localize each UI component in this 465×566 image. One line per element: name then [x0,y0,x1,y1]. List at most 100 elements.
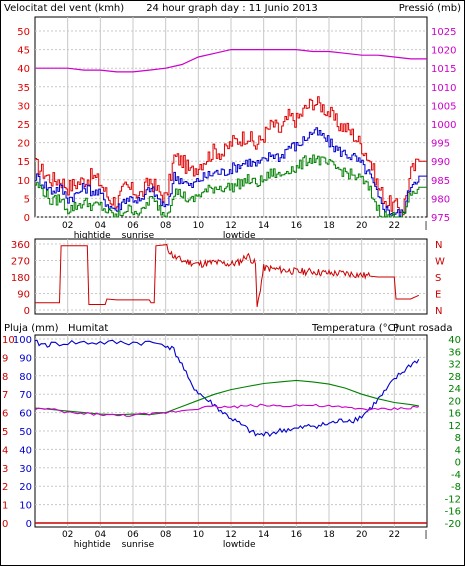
rain-tick-label: 10 [2,335,15,346]
compass-label: S [435,273,441,284]
y-tick-label: 20 [17,139,30,150]
x-end-mark: | [424,530,427,540]
x-tick-label: 16 [291,221,303,231]
humidity-tick-label: 50 [19,427,32,438]
humidity-tick-label: 30 [19,464,32,475]
y-tick-label: 50 [17,27,30,38]
y-tick-label: 25 [17,120,30,131]
rain-axis-title: Pluja (mm) [4,323,59,334]
wind_min-line [35,154,427,218]
temperature-tick-label: 36 [448,347,461,358]
humidity-line [34,339,420,438]
y-right-tick-label: 1015 [431,64,456,75]
wind_avg-line [35,127,427,217]
y-tick-label: 35 [17,83,30,94]
humidity-tick-label: 0 [26,519,32,530]
x-tick-label: 22 [389,530,400,540]
wind-pressure-panel: 02 04 06 08 10 12 14 16 18 20 22051015202530354045… [17,16,456,241]
x-tick-label: 12 [225,221,236,231]
temperature-tick-label: -16 [445,507,461,518]
x-tick-label: 18 [323,530,335,540]
rain-tick-label: 5 [2,427,8,438]
y-right-tick-label: 1005 [431,101,456,112]
y-tick-label: 0 [24,306,30,317]
temperature-tick-label: 0 [455,458,461,469]
y-tick-label: 30 [17,101,30,112]
x-tick-label: 06 [127,221,139,231]
y-right-tick-label: 995 [431,139,450,150]
x-annotation: hightide [74,540,111,550]
y-tick-label: 0 [24,213,30,224]
x-tick-label: 10 [193,530,205,540]
y-right-tick-label: 1010 [431,83,456,94]
temperature-tick-label: 4 [455,445,461,456]
temperature-line [34,379,419,416]
rain-tick-label: 6 [2,409,8,420]
temperature-tick-label: 40 [448,335,461,346]
temperature-tick-label: 12 [448,421,461,432]
compass-label: N [435,306,442,317]
temperature-tick-label: 28 [448,372,461,383]
rain-tick-label: 4 [2,445,8,456]
y-tick-label: 45 [17,46,30,57]
x-tick-label: 02 [62,221,73,231]
wind-axis-title: Velocitat del vent (kmh) [4,3,124,14]
x-annotation: sunrise [122,540,155,550]
x-tick-label: 06 [127,530,139,540]
x-tick-label: 10 [193,221,205,231]
temperature-tick-label: 20 [448,396,461,407]
pressure-line [35,49,427,73]
gust-line [35,96,427,216]
humidity-tick-label: 70 [19,390,32,401]
humidity-tick-label: 60 [19,409,32,420]
y-tick-label: 270 [11,257,30,268]
rain-tick-label: 0 [2,519,8,530]
rain-tick-label: 9 [2,353,8,364]
temperature-tick-label: -4 [451,470,461,481]
rain-humidity-temperature-panel: 02 04 06 08 10 12 14 16 18 20 220 01 102 203 304 405 506… [2,334,461,550]
humidity-tick-label: 10 [19,501,32,512]
compass-label: N [435,240,442,251]
chart-title: 24 hour graph day : 11 Junio 2013 [146,3,318,14]
y-tick-label: 360 [11,240,30,251]
x-end-mark: | [424,221,427,231]
humidity-tick-label: 40 [19,445,32,456]
x-annotation: hightide [74,231,111,241]
temperature-tick-label: 16 [448,409,461,420]
y-tick-label: 5 [24,194,30,205]
x-tick-label: 20 [356,221,368,231]
rain-tick-label: 2 [2,482,8,493]
humidity-tick-label: 90 [19,353,32,364]
temperature-tick-label: -20 [445,519,461,530]
temperature-tick-label: 32 [448,360,461,371]
x-tick-label: 04 [95,530,107,540]
temperature-axis-title: Temperatura (°C) [311,323,399,334]
dewpoint-line [34,403,420,417]
x-annotation: lowtide [223,540,256,550]
dewpoint-axis-title: Punt rosada [393,323,452,334]
x-tick-label: 20 [356,530,368,540]
humidity-tick-label: 100 [13,335,32,346]
x-tick-label: 14 [258,530,270,540]
y-tick-label: 40 [17,64,30,75]
compass-label: E [435,290,441,301]
x-tick-label: 04 [95,221,107,231]
temperature-tick-label: -8 [451,482,461,493]
temperature-tick-label: -12 [445,494,461,505]
rain-tick-label: 1 [2,501,8,512]
x-tick-label: 16 [291,530,303,540]
x-tick-label: 12 [225,530,236,540]
y-right-tick-label: 975 [431,213,450,224]
y-right-tick-label: 990 [431,157,450,168]
pressure-axis-title: Pressió (mb) [399,2,461,14]
x-annotation: sunrise [122,231,155,241]
wind-direction-line [35,243,420,307]
y-tick-label: 180 [11,273,30,284]
y-right-tick-label: 1020 [431,46,456,57]
y-tick-label: 15 [17,157,30,168]
x-tick-label: 02 [62,530,73,540]
y-right-tick-label: 980 [431,194,450,205]
y-tick-label: 10 [17,176,30,187]
